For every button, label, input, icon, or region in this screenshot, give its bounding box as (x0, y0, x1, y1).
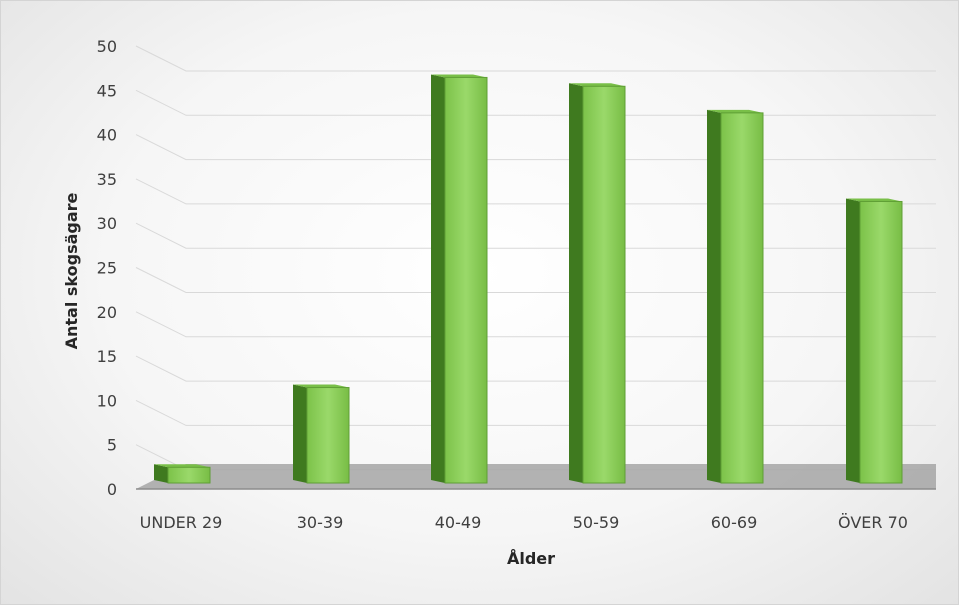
bar-front (445, 77, 487, 483)
bar-side (846, 198, 860, 483)
bar-front (860, 201, 902, 483)
bar-side (154, 464, 168, 483)
bar-front (583, 86, 625, 483)
chart-floor (136, 464, 936, 489)
bar-side (569, 83, 583, 483)
x-tick-label: ÖVER 70 (838, 513, 908, 532)
y-tick-label: 5 (107, 436, 117, 455)
bar-side (431, 74, 445, 483)
y-tick-label: 50 (97, 37, 117, 56)
bar (707, 110, 763, 483)
bars (154, 74, 902, 483)
bar (431, 74, 487, 483)
y-axis-ticks: 0 5 10 15 20 25 30 35 40 45 50 (97, 37, 117, 499)
y-tick-label: 40 (97, 126, 117, 145)
gridline (136, 46, 936, 71)
floor-plane (136, 464, 936, 489)
x-tick-label: 50-59 (573, 513, 620, 532)
x-tick-label: UNDER 29 (140, 513, 223, 532)
gridline (136, 223, 936, 248)
y-tick-label: 25 (97, 259, 117, 278)
bar-side (293, 385, 307, 483)
gridline (136, 400, 936, 425)
bar-front (168, 467, 210, 483)
gridline (136, 312, 936, 337)
bar-front (307, 388, 349, 483)
gridline (136, 356, 936, 381)
bar (154, 464, 210, 483)
gridline (136, 135, 936, 160)
bar (293, 385, 349, 483)
bar-side (707, 110, 721, 483)
y-tick-label: 30 (97, 214, 117, 233)
bar (569, 83, 625, 483)
gridline (136, 268, 936, 293)
gridlines (136, 46, 936, 470)
y-tick-label: 15 (97, 347, 117, 366)
y-axis-title: Antal skogsägare (62, 192, 81, 349)
gridline (136, 179, 936, 204)
x-tick-label: 40-49 (435, 513, 482, 532)
y-tick-label: 45 (97, 81, 117, 100)
gridline (136, 90, 936, 115)
y-tick-label: 10 (97, 391, 117, 410)
y-tick-label: 20 (97, 303, 117, 322)
y-tick-label: 0 (107, 480, 117, 499)
x-axis-ticks: UNDER 29 30-39 40-49 50-59 60-69 ÖVER 70 (140, 513, 908, 532)
y-tick-label: 35 (97, 170, 117, 189)
x-tick-label: 30-39 (297, 513, 344, 532)
bar-front (721, 113, 763, 483)
x-tick-label: 60-69 (711, 513, 758, 532)
x-axis-title: Ålder (507, 549, 555, 568)
bar (846, 198, 902, 483)
